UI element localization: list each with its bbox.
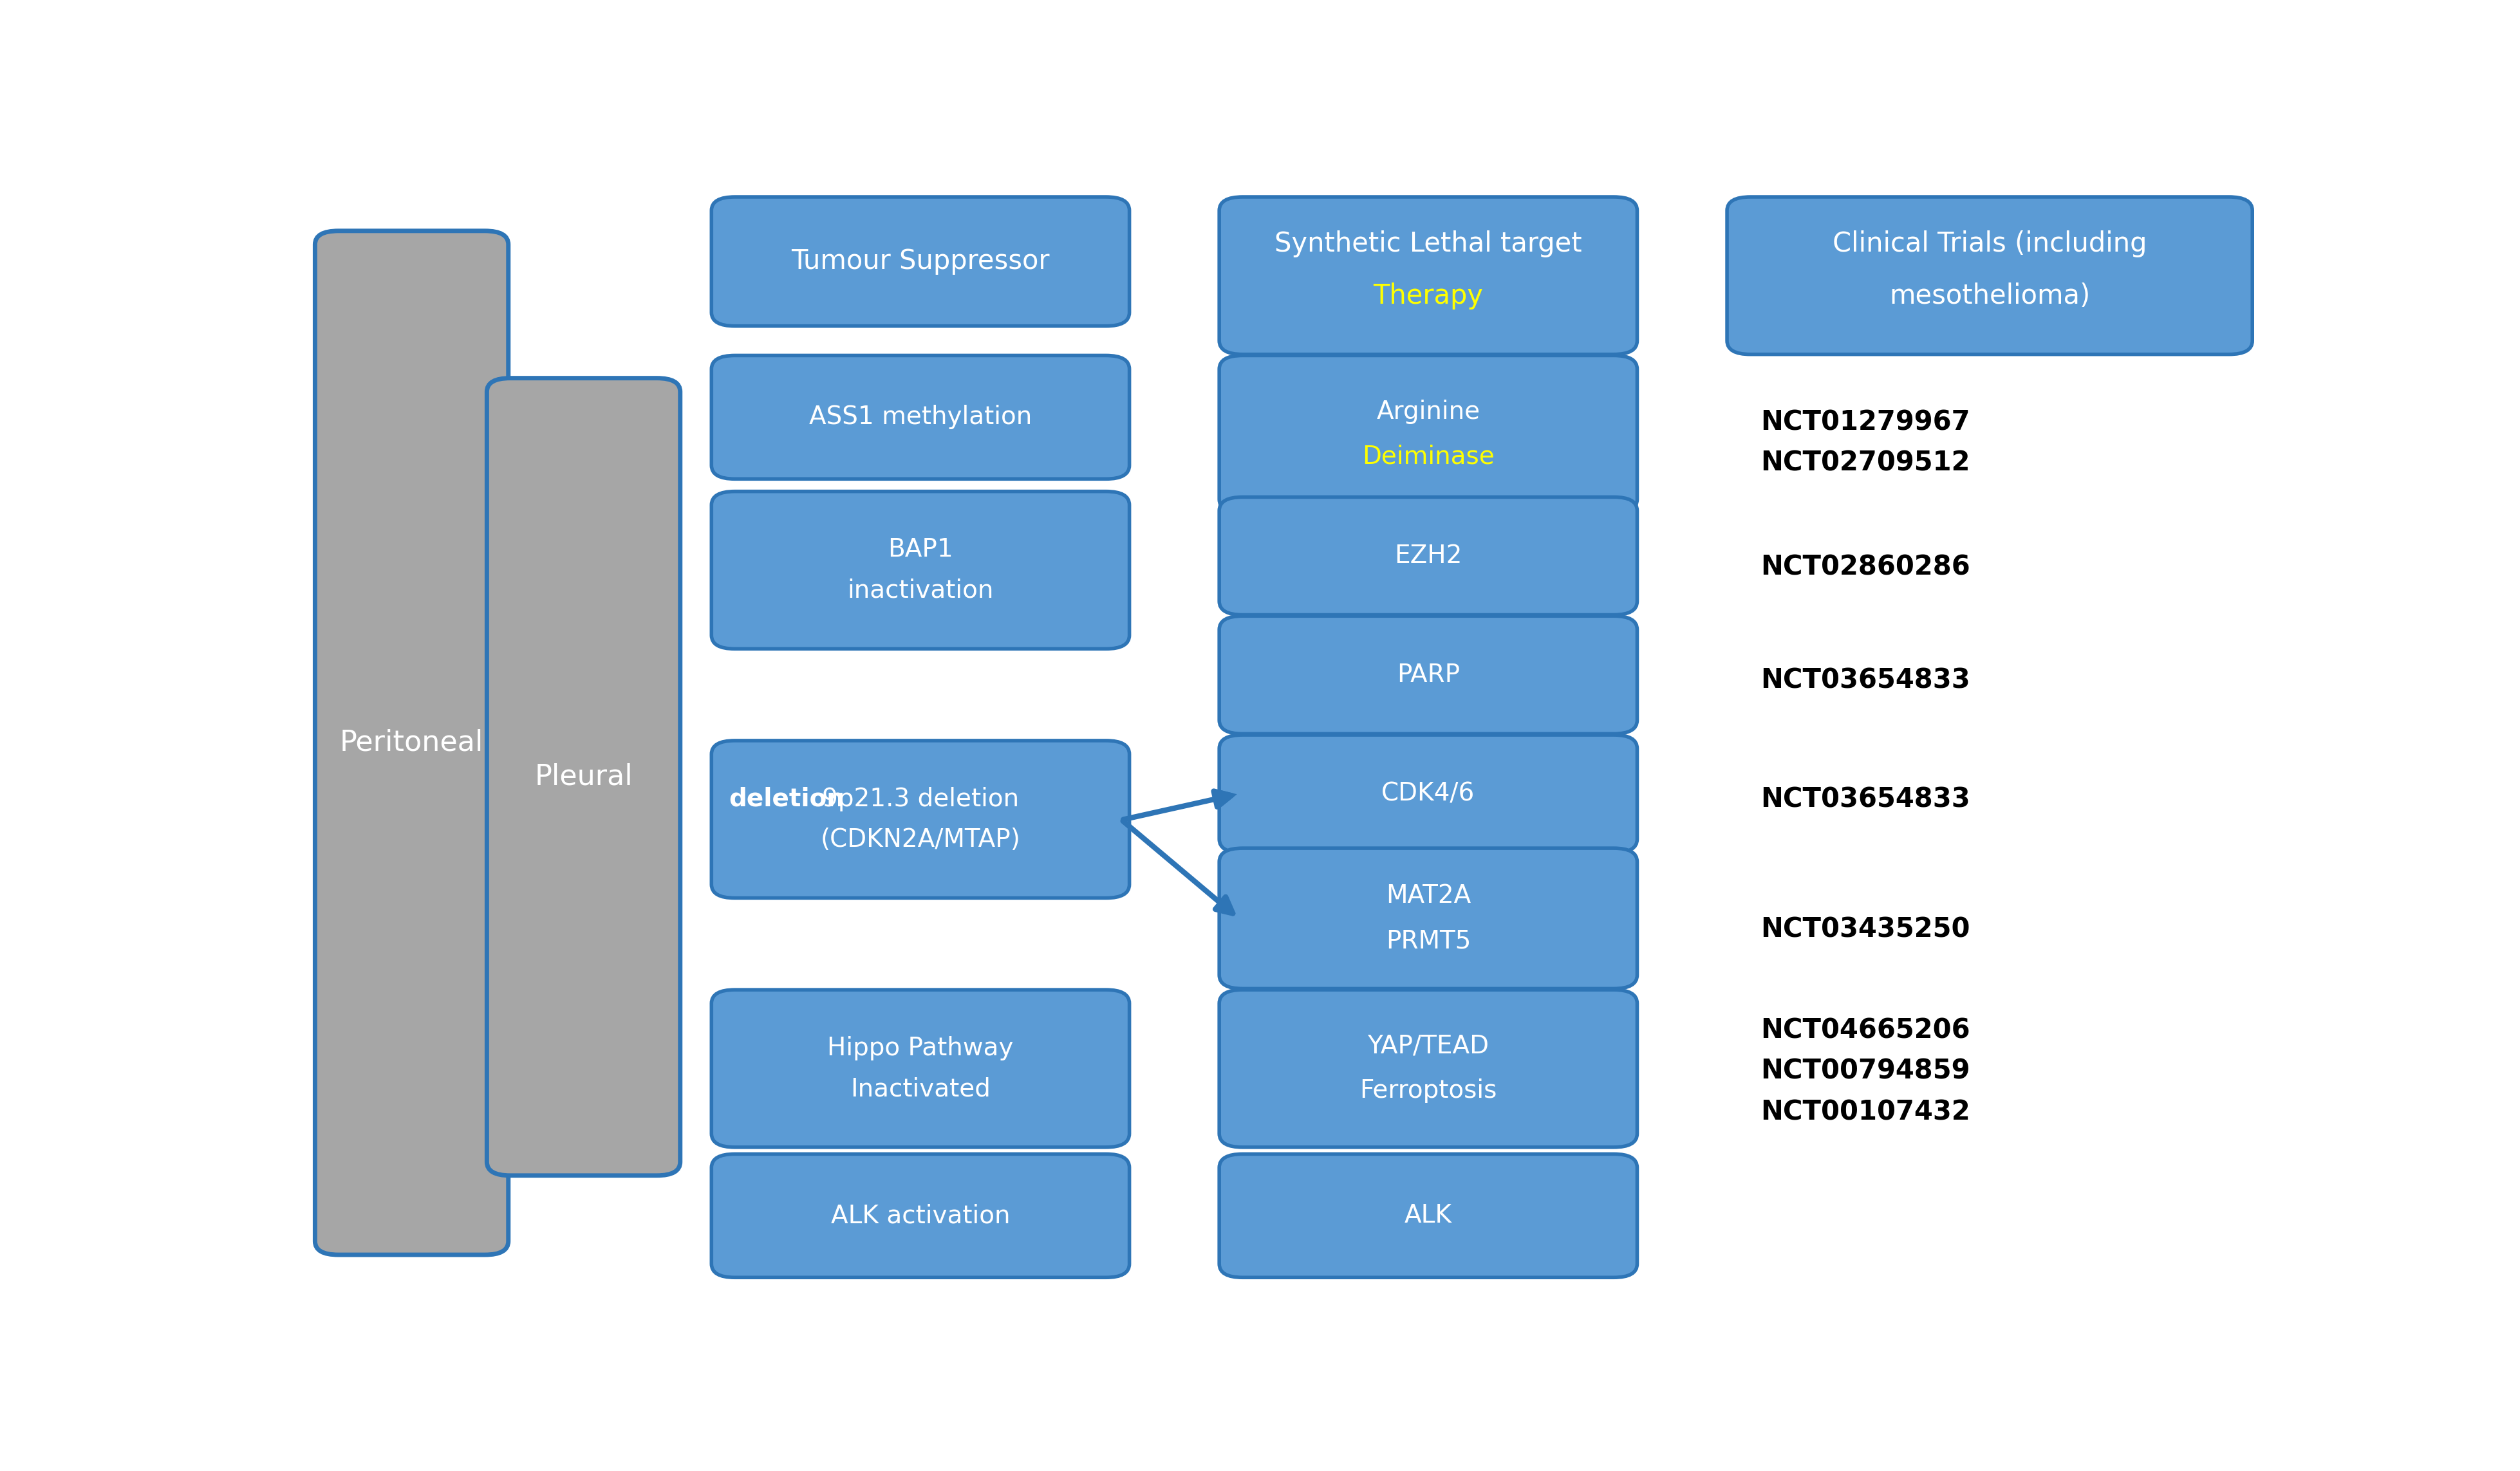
FancyBboxPatch shape (711, 740, 1129, 897)
Text: CDK4/6: CDK4/6 (1381, 781, 1474, 806)
FancyBboxPatch shape (1726, 197, 2253, 355)
Text: Arginine: Arginine (1376, 400, 1479, 424)
Text: MAT2A: MAT2A (1386, 884, 1472, 908)
FancyBboxPatch shape (1220, 197, 1638, 355)
FancyBboxPatch shape (711, 197, 1129, 327)
Text: Therapy: Therapy (1373, 282, 1484, 309)
Text: ALK: ALK (1404, 1203, 1452, 1228)
FancyBboxPatch shape (486, 378, 680, 1175)
Text: ALK activation: ALK activation (832, 1203, 1011, 1228)
FancyBboxPatch shape (1220, 1155, 1638, 1277)
Text: (CDKN2A/MTAP): (CDKN2A/MTAP) (822, 828, 1021, 852)
FancyBboxPatch shape (1220, 497, 1638, 615)
Text: Hippo Pathway: Hippo Pathway (827, 1036, 1013, 1061)
FancyBboxPatch shape (1220, 356, 1638, 513)
Text: NCT02860286: NCT02860286 (1761, 553, 1971, 581)
Text: NCT03654833: NCT03654833 (1761, 666, 1971, 694)
FancyBboxPatch shape (711, 491, 1129, 649)
Text: YAP/TEAD: YAP/TEAD (1368, 1034, 1489, 1058)
Text: BAP1: BAP1 (887, 537, 953, 562)
FancyBboxPatch shape (1220, 736, 1638, 853)
Text: ASS1 methylation: ASS1 methylation (809, 405, 1031, 430)
Text: PRMT5: PRMT5 (1386, 928, 1472, 953)
Text: Clinical Trials (including: Clinical Trials (including (1832, 231, 2147, 257)
Text: NCT02709512: NCT02709512 (1761, 450, 1971, 477)
Text: deletion: deletion (728, 787, 844, 811)
Text: Tumour Suppressor: Tumour Suppressor (791, 249, 1051, 275)
Text: NCT01279967: NCT01279967 (1761, 409, 1971, 435)
Text: EZH2: EZH2 (1394, 544, 1462, 568)
FancyBboxPatch shape (711, 1155, 1129, 1277)
Text: PARP: PARP (1396, 662, 1459, 687)
Text: Inactivated: Inactivated (849, 1077, 990, 1102)
Text: NCT03654833: NCT03654833 (1761, 786, 1971, 813)
FancyBboxPatch shape (1220, 616, 1638, 734)
FancyBboxPatch shape (315, 231, 509, 1255)
Text: mesothelioma): mesothelioma) (1890, 282, 2089, 309)
Text: 9p21.3 deletion: 9p21.3 deletion (822, 787, 1018, 811)
FancyBboxPatch shape (1220, 849, 1638, 989)
Text: NCT00107432: NCT00107432 (1761, 1099, 1971, 1125)
FancyBboxPatch shape (711, 356, 1129, 480)
Text: Peritoneal: Peritoneal (340, 730, 484, 756)
FancyBboxPatch shape (1220, 990, 1638, 1147)
Text: NCT04665206: NCT04665206 (1761, 1016, 1971, 1044)
FancyBboxPatch shape (711, 990, 1129, 1147)
Text: Deiminase: Deiminase (1361, 444, 1494, 469)
Text: Ferroptosis: Ferroptosis (1358, 1078, 1497, 1103)
Text: Pleural: Pleural (534, 763, 633, 791)
Text: Synthetic Lethal target: Synthetic Lethal target (1275, 231, 1583, 257)
Text: NCT03435250: NCT03435250 (1761, 916, 1971, 943)
Text: NCT00794859: NCT00794859 (1761, 1058, 1971, 1084)
Text: inactivation: inactivation (847, 578, 993, 603)
